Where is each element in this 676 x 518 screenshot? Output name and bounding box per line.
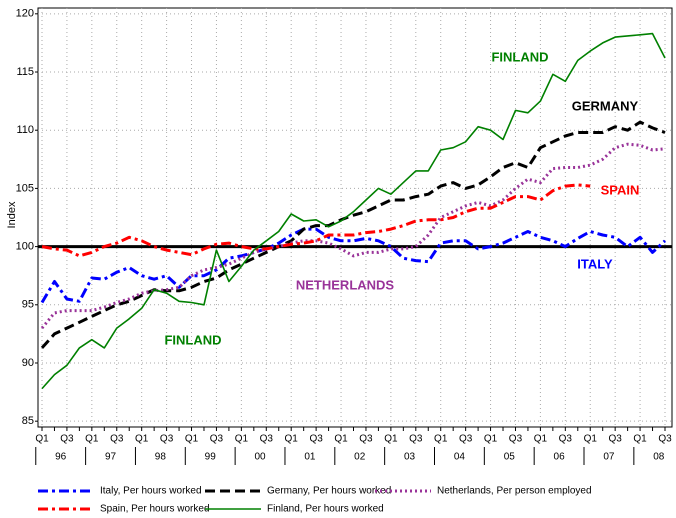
y-tick-label: 115 [16,66,34,78]
year-label: 07 [603,452,615,463]
x-tick-label: Q1 [235,434,249,445]
x-tick-label: Q3 [60,434,74,445]
series-line [41,32,666,390]
x-tick-label: Q3 [309,434,323,445]
y-tick-label: 85 [22,415,34,427]
year-label: 08 [653,452,665,463]
year-label: 05 [504,452,516,463]
x-tick-label: Q3 [160,434,174,445]
x-tick-label: Q3 [210,434,224,445]
x-tick-label: Q3 [559,434,573,445]
year-label: 01 [304,452,316,463]
x-tick-label: Q1 [384,434,398,445]
x-tick-label: Q3 [459,434,473,445]
annotation: NETHERLANDS [296,277,395,292]
x-tick-label: Q1 [35,434,49,445]
annotation: GERMANY [572,98,639,113]
x-tick-label: Q1 [85,434,99,445]
y-axis-label: Index [6,201,18,228]
legend-label: Italy, Per hours worked [100,486,202,497]
legend-label: Germany, Per hours worked [267,486,391,497]
year-label: 03 [404,452,416,463]
x-tick-label: Q3 [409,434,423,445]
x-tick-label: Q1 [135,434,149,445]
year-label: 98 [155,452,167,463]
series-line [40,142,666,330]
y-tick-label: 120 [16,8,34,20]
legend-label: Spain, Per hours worked [100,504,210,515]
x-tick-label: Q1 [633,434,647,445]
y-tick-label: 105 [16,182,34,194]
year-label: 96 [55,452,67,463]
series-line [40,227,667,304]
annotation: SPAIN [601,182,640,197]
x-tick-label: Q1 [334,434,348,445]
x-tick-label: Q3 [110,434,124,445]
annotation: FINLAND [164,332,221,347]
year-label: 99 [205,452,217,463]
year-label: 06 [554,452,566,463]
legend-label: Netherlands, Per person employed [437,486,592,497]
x-tick-label: Q1 [285,434,299,445]
y-tick-label: 110 [16,124,34,136]
year-label: 97 [105,452,117,463]
x-tick-label: Q1 [434,434,448,445]
y-tick-label: 100 [16,241,34,253]
x-tick-label: Q3 [658,434,672,445]
legend-label: Finland, Per hours worked [267,504,384,515]
year-label: 02 [354,452,366,463]
x-tick-label: Q1 [185,434,199,445]
plot-frame [37,7,673,428]
x-tick-label: Q1 [584,434,598,445]
x-tick-label: Q3 [509,434,523,445]
y-tick-label: 95 [22,299,34,311]
x-tick-label: Q1 [534,434,548,445]
series-line [40,120,666,349]
x-tick-label: Q3 [260,434,274,445]
annotation: ITALY [577,256,613,271]
x-tick-label: Q1 [484,434,498,445]
x-tick-label: Q3 [608,434,622,445]
y-tick-label: 90 [22,357,34,369]
year-label: 00 [254,452,266,463]
x-tick-label: Q3 [359,434,373,445]
year-label: 04 [454,452,466,463]
annotation: FINLAND [491,49,548,64]
